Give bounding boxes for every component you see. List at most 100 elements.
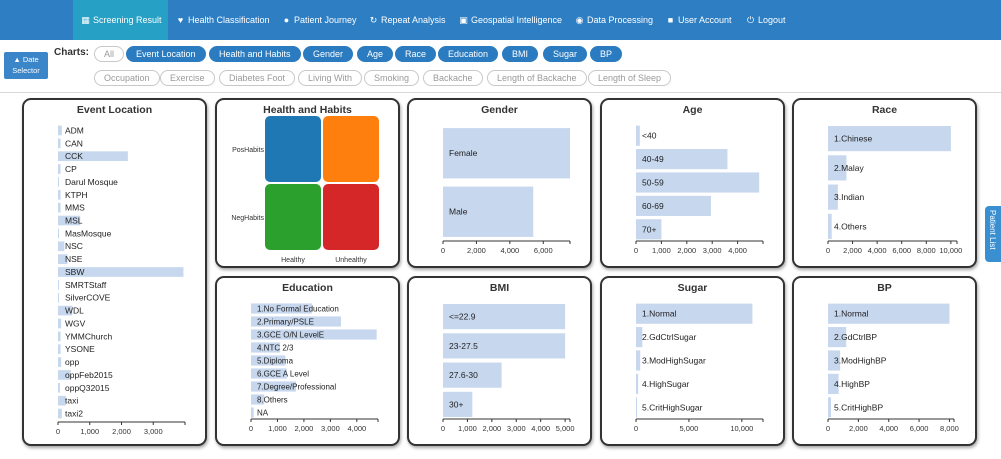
bar[interactable]	[58, 177, 59, 187]
chart-title: BMI	[489, 282, 510, 294]
filter-bp[interactable]: BP	[590, 46, 623, 62]
bar[interactable]	[828, 303, 950, 324]
heatmap-cell[interactable]	[265, 116, 321, 182]
bar[interactable]	[443, 304, 566, 330]
bar[interactable]	[58, 280, 59, 290]
chart-card-bp: BP 1.Normal 2.GdCtrlBP 3.ModHighBP 4.HighBP…	[792, 276, 977, 446]
gender-chart: Female Male 0 2,000 4,000 6,000	[441, 128, 571, 255]
bar[interactable]	[58, 189, 61, 200]
bar[interactable]	[58, 215, 81, 226]
bar[interactable]	[58, 151, 128, 161]
bar-label: 1.Normal	[834, 309, 869, 319]
bar[interactable]	[828, 350, 841, 371]
nav-geospatial-intelligence[interactable]: ▣ Geospatial Intelligence	[451, 0, 570, 40]
bar-label: KTPH	[65, 190, 88, 200]
bar[interactable]	[58, 292, 59, 303]
filter-race[interactable]: Race	[395, 46, 437, 62]
nav-screening-result[interactable]: ▦ Screening Result	[73, 0, 168, 40]
filter-age[interactable]: Age	[357, 46, 394, 62]
nav-user-account[interactable]: ■ User Account	[658, 0, 740, 40]
bar[interactable]	[636, 397, 638, 418]
col-label: Healthy	[281, 257, 305, 264]
x-tick-label: 1,000	[80, 427, 99, 436]
bar[interactable]	[58, 408, 62, 419]
bar[interactable]	[251, 368, 287, 379]
filter-gender[interactable]: Gender	[303, 46, 354, 62]
bar[interactable]	[443, 362, 502, 388]
filter-living-with[interactable]: Living With	[298, 70, 363, 86]
bar[interactable]	[828, 213, 832, 239]
bar[interactable]	[636, 195, 711, 216]
filter-event-location[interactable]: Event Location	[126, 46, 206, 62]
bar[interactable]	[443, 128, 570, 179]
bar-label: WGV	[65, 318, 86, 328]
bar[interactable]	[58, 202, 61, 213]
filter-backache[interactable]: Backache	[423, 70, 483, 86]
bar[interactable]	[58, 125, 62, 136]
filter-bmi[interactable]: BMI	[502, 46, 539, 62]
bar[interactable]	[636, 327, 643, 348]
bar[interactable]	[251, 381, 296, 392]
filter-length-of-sleep[interactable]: Length of Sleep	[588, 70, 672, 86]
bar[interactable]	[636, 350, 641, 371]
bar[interactable]	[828, 327, 847, 348]
bar[interactable]	[251, 394, 265, 405]
heatmap-cell[interactable]	[265, 184, 321, 250]
bar[interactable]	[251, 355, 286, 366]
bar[interactable]	[443, 186, 534, 237]
bar[interactable]	[251, 407, 254, 418]
bar[interactable]	[828, 184, 838, 210]
bar[interactable]	[251, 342, 281, 353]
filter-all[interactable]: All	[94, 46, 125, 62]
nav-data-processing[interactable]: ◉ Data Processing	[567, 0, 661, 40]
bar[interactable]	[58, 370, 71, 380]
filter-length-of-backache[interactable]: Length of Backache	[487, 70, 587, 86]
nav-patient-journey[interactable]: ● Patient Journey	[274, 0, 365, 40]
bar[interactable]	[58, 241, 65, 252]
bar[interactable]	[58, 254, 68, 264]
filter-health-and-habits[interactable]: Health and Habits	[209, 46, 301, 62]
filter-sugar[interactable]: Sugar	[543, 46, 588, 62]
bar[interactable]	[828, 373, 839, 394]
nav-repeat-analysis[interactable]: ↻ Repeat Analysis	[361, 0, 454, 40]
filter-diabetes-foot[interactable]: Diabetes Foot	[219, 70, 296, 86]
bar[interactable]	[828, 155, 847, 181]
bar[interactable]	[636, 373, 639, 394]
bar[interactable]	[58, 228, 59, 239]
patient-list-tab[interactable]: Patient List	[985, 206, 1001, 262]
bar[interactable]	[58, 383, 60, 393]
bar[interactable]	[58, 344, 61, 355]
heatmap-cell[interactable]	[323, 116, 379, 182]
bar[interactable]	[58, 331, 61, 342]
filter-exercise[interactable]: Exercise	[160, 70, 215, 86]
bar[interactable]	[58, 395, 66, 406]
bar[interactable]	[58, 267, 184, 277]
bar[interactable]	[636, 303, 753, 324]
bar-label: <40	[642, 131, 657, 141]
heatmap-cell[interactable]	[323, 184, 379, 250]
bar[interactable]	[828, 397, 832, 418]
divider	[0, 92, 1001, 93]
bar[interactable]	[251, 329, 377, 340]
bar[interactable]	[251, 316, 341, 327]
filter-occupation[interactable]: Occupation	[94, 70, 160, 86]
bar[interactable]	[636, 219, 662, 240]
bar[interactable]	[828, 126, 951, 152]
bar[interactable]	[443, 333, 566, 359]
date-selector-button[interactable]: ▲ Date Selector	[4, 52, 48, 79]
bar[interactable]	[443, 391, 473, 417]
bar[interactable]	[58, 305, 73, 316]
bar[interactable]	[58, 138, 61, 149]
bar[interactable]	[636, 149, 728, 170]
bar[interactable]	[58, 318, 62, 329]
filter-smoking[interactable]: Smoking	[364, 70, 420, 86]
bar[interactable]	[251, 303, 312, 314]
nav-health-classification[interactable]: ♥ Health Classification	[168, 0, 278, 40]
nav-logout[interactable]: ⏻ Logout	[738, 0, 794, 40]
filter-education[interactable]: Education	[438, 46, 499, 62]
bar[interactable]	[636, 125, 640, 146]
bar[interactable]	[636, 172, 760, 193]
lock-icon: ■	[667, 15, 674, 25]
bar[interactable]	[58, 357, 62, 367]
bar[interactable]	[58, 164, 61, 174]
